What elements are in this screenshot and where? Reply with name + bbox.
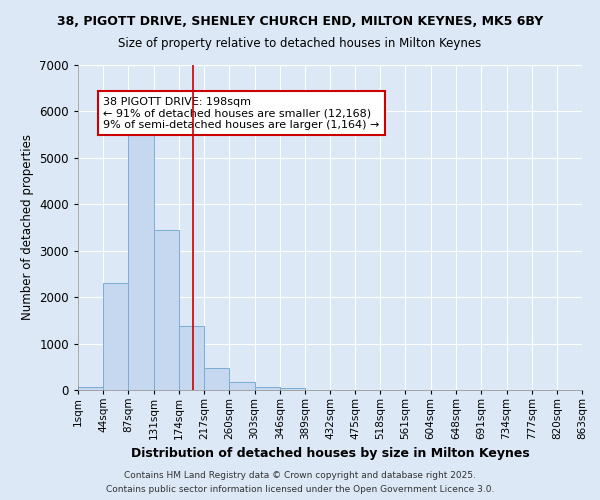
Text: 38 PIGOTT DRIVE: 198sqm
← 91% of detached houses are smaller (12,168)
9% of semi: 38 PIGOTT DRIVE: 198sqm ← 91% of detache… (103, 96, 380, 130)
Bar (78, 386, 103, 390)
Bar (154, 230, 179, 390)
Text: 38, PIGOTT DRIVE, SHENLEY CHURCH END, MILTON KEYNES, MK5 6BY: 38, PIGOTT DRIVE, SHENLEY CHURCH END, MI… (57, 15, 543, 28)
Text: Contains HM Land Registry data © Crown copyright and database right 2025.: Contains HM Land Registry data © Crown c… (124, 470, 476, 480)
Bar (229, 382, 254, 390)
Bar (103, 283, 128, 390)
Text: Size of property relative to detached houses in Milton Keynes: Size of property relative to detached ho… (118, 38, 482, 51)
X-axis label: Distribution of detached houses by size in Milton Keynes: Distribution of detached houses by size … (131, 448, 529, 460)
Bar (128, 131, 154, 390)
Text: Contains public sector information licensed under the Open Government Licence 3.: Contains public sector information licen… (106, 486, 494, 494)
Bar (254, 387, 280, 390)
Bar (280, 388, 305, 390)
Y-axis label: Number of detached properties: Number of detached properties (21, 134, 34, 320)
Bar (179, 326, 204, 390)
Bar (204, 368, 229, 390)
